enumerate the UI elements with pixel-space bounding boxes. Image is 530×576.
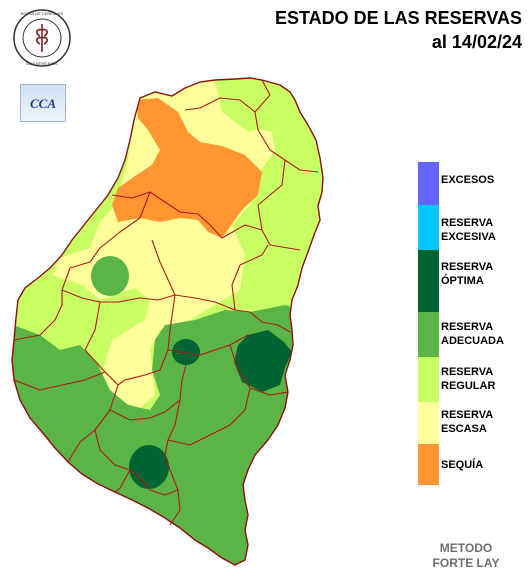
legend-item-sequia: SEQUÍA	[418, 444, 518, 485]
zone-reserva-optima-south	[129, 445, 169, 489]
legend-swatch-reserva-optima	[418, 250, 439, 312]
legend-label-reserva-regular: RESERVA REGULAR	[441, 366, 496, 392]
cca-logo: CCA	[20, 84, 66, 122]
legend-swatch-reserva-escasa	[418, 402, 439, 444]
legend-swatch-reserva-excesiva	[418, 205, 439, 250]
method-line-2: FORTE LAY	[432, 556, 500, 570]
legend-item-excesos: EXCESOS	[418, 162, 518, 205]
legend-label-reserva-excesiva: RESERVA EXCESIVA	[441, 217, 496, 243]
legend-label-reserva-optima: RESERVA ÓPTIMA	[441, 261, 494, 287]
method-note: METODO FORTE LAY	[420, 541, 512, 571]
legend-swatch-sequia	[418, 444, 439, 485]
title-line-1: ESTADO DE LAS RESERVAS	[274, 8, 522, 28]
zone-reserva-adecuada-nw	[91, 256, 129, 296]
legend-label-excesos: EXCESOS	[441, 174, 495, 186]
map-title: ESTADO DE LAS RESERVAS al 14/02/24	[275, 6, 522, 54]
svg-text:BOLSA DE CEREALES: BOLSA DE CEREALES	[21, 11, 64, 16]
legend-item-reserva-optima: RESERVA ÓPTIMA	[418, 250, 518, 312]
department-borders	[13, 79, 319, 526]
legend-swatch-reserva-adecuada	[418, 312, 439, 357]
zone-sequia	[112, 98, 262, 238]
legend-item-reserva-regular: RESERVA REGULAR	[418, 357, 518, 402]
legend-swatch-excesos	[418, 162, 439, 205]
legend-label-sequia: SEQUÍA	[441, 459, 484, 471]
bolsa-cereales-logo: BOLSA DE CEREALES DE ENTRE RIOS	[13, 9, 71, 67]
zone-reserva-regular-ne	[215, 80, 278, 132]
zone-reserva-optima-east	[234, 330, 292, 392]
zone-reserva-escasa-north	[175, 82, 222, 115]
legend-item-reserva-adecuada: RESERVA ADECUADA	[418, 312, 518, 357]
method-line-1: METODO	[439, 541, 493, 555]
legend-swatch-reserva-regular	[418, 357, 439, 402]
legend-item-reserva-escasa: RESERVA ESCASA	[418, 402, 518, 444]
svg-text:CCA: CCA	[30, 96, 56, 111]
legend-label-reserva-adecuada: RESERVA ADECUADA	[441, 321, 504, 347]
legend-label-reserva-escasa: RESERVA ESCASA	[441, 409, 494, 435]
zone-reserva-optima-center	[172, 339, 200, 365]
title-line-2: al 14/02/24	[431, 32, 522, 52]
svg-text:DE ENTRE RIOS: DE ENTRE RIOS	[26, 61, 57, 66]
legend-item-reserva-excesiva: RESERVA EXCESIVA	[418, 205, 518, 250]
